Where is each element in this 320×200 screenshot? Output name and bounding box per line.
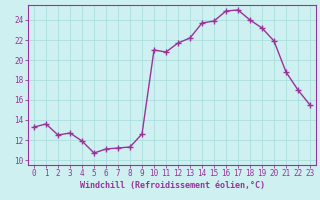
X-axis label: Windchill (Refroidissement éolien,°C): Windchill (Refroidissement éolien,°C) xyxy=(79,181,265,190)
